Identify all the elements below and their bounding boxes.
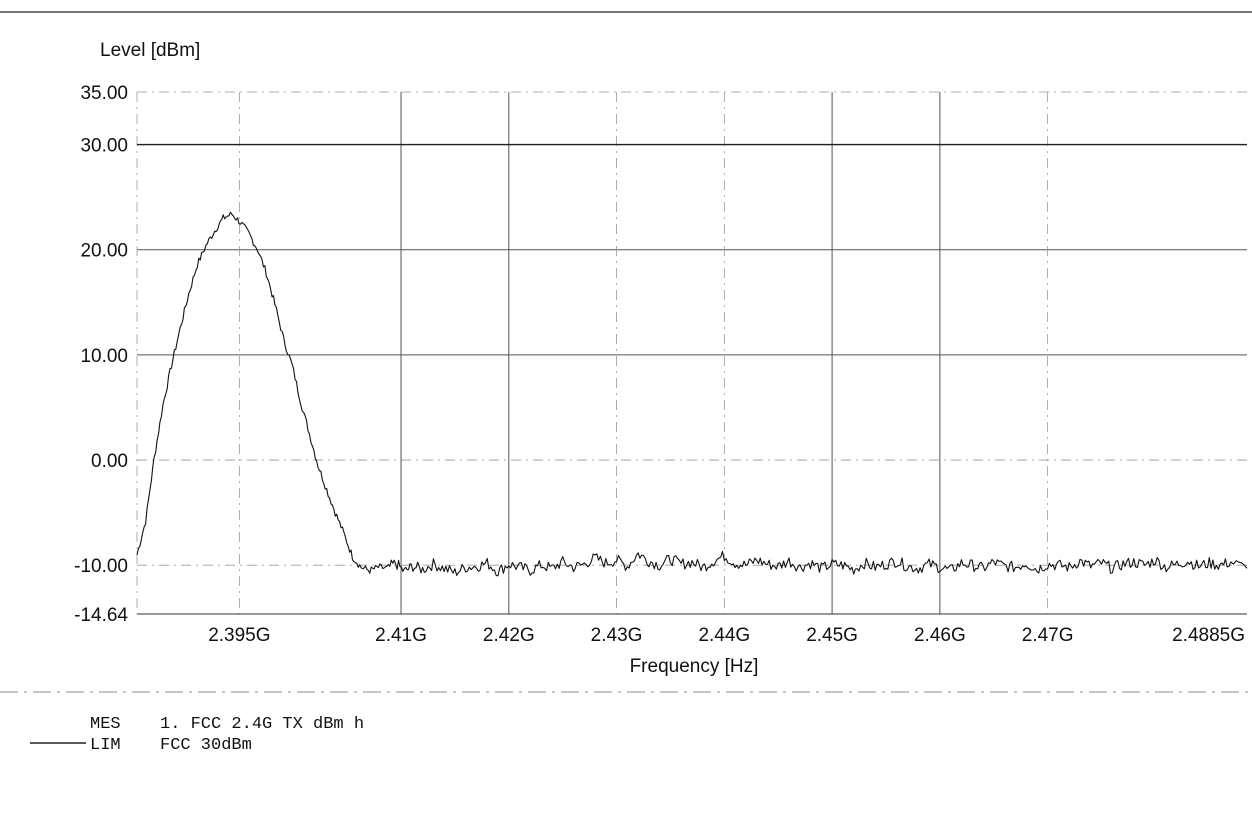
x-tick-label: 2.4885G	[1172, 625, 1245, 646]
x-tick-label: 2.41G	[375, 625, 427, 646]
y-tick-label: -14.64	[74, 605, 128, 626]
chart-grid	[136, 91, 1247, 615]
y-tick-label: 20.00	[80, 241, 128, 262]
measured-trace	[136, 211, 1248, 577]
x-tick-label: 2.45G	[806, 625, 858, 646]
legend-text-mes: 1. FCC 2.4G TX dBm h	[160, 715, 364, 734]
y-tick-label: 30.00	[80, 136, 128, 157]
y-axis-label: Level [dBm]	[100, 40, 200, 61]
series-layer	[136, 143, 1248, 577]
y-tick-label: 0.00	[91, 451, 128, 472]
y-tick-label: 35.00	[80, 83, 128, 104]
legend-key-mes: MES	[90, 715, 121, 734]
x-axis-label: Frequency [Hz]	[630, 656, 759, 677]
y-tick-label: 10.00	[80, 346, 128, 367]
x-tick-label: 2.395G	[208, 625, 270, 646]
x-tick-label: 2.42G	[483, 625, 535, 646]
x-tick-label: 2.43G	[591, 625, 643, 646]
axis-tick-labels: 35.00 30.00 20.00 10.00 0.00 -10.00 -14.64 2.39…	[74, 83, 1245, 646]
legend-text-lim: FCC 30dBm	[160, 736, 252, 755]
x-tick-label: 2.44G	[698, 625, 750, 646]
y-tick-label: -10.00	[74, 556, 128, 577]
x-tick-label: 2.47G	[1022, 625, 1074, 646]
legend: MES 1. FCC 2.4G TX dBm h LIM FCC 30dBm	[30, 715, 364, 755]
legend-key-lim: LIM	[90, 736, 121, 755]
x-tick-label: 2.46G	[914, 625, 966, 646]
